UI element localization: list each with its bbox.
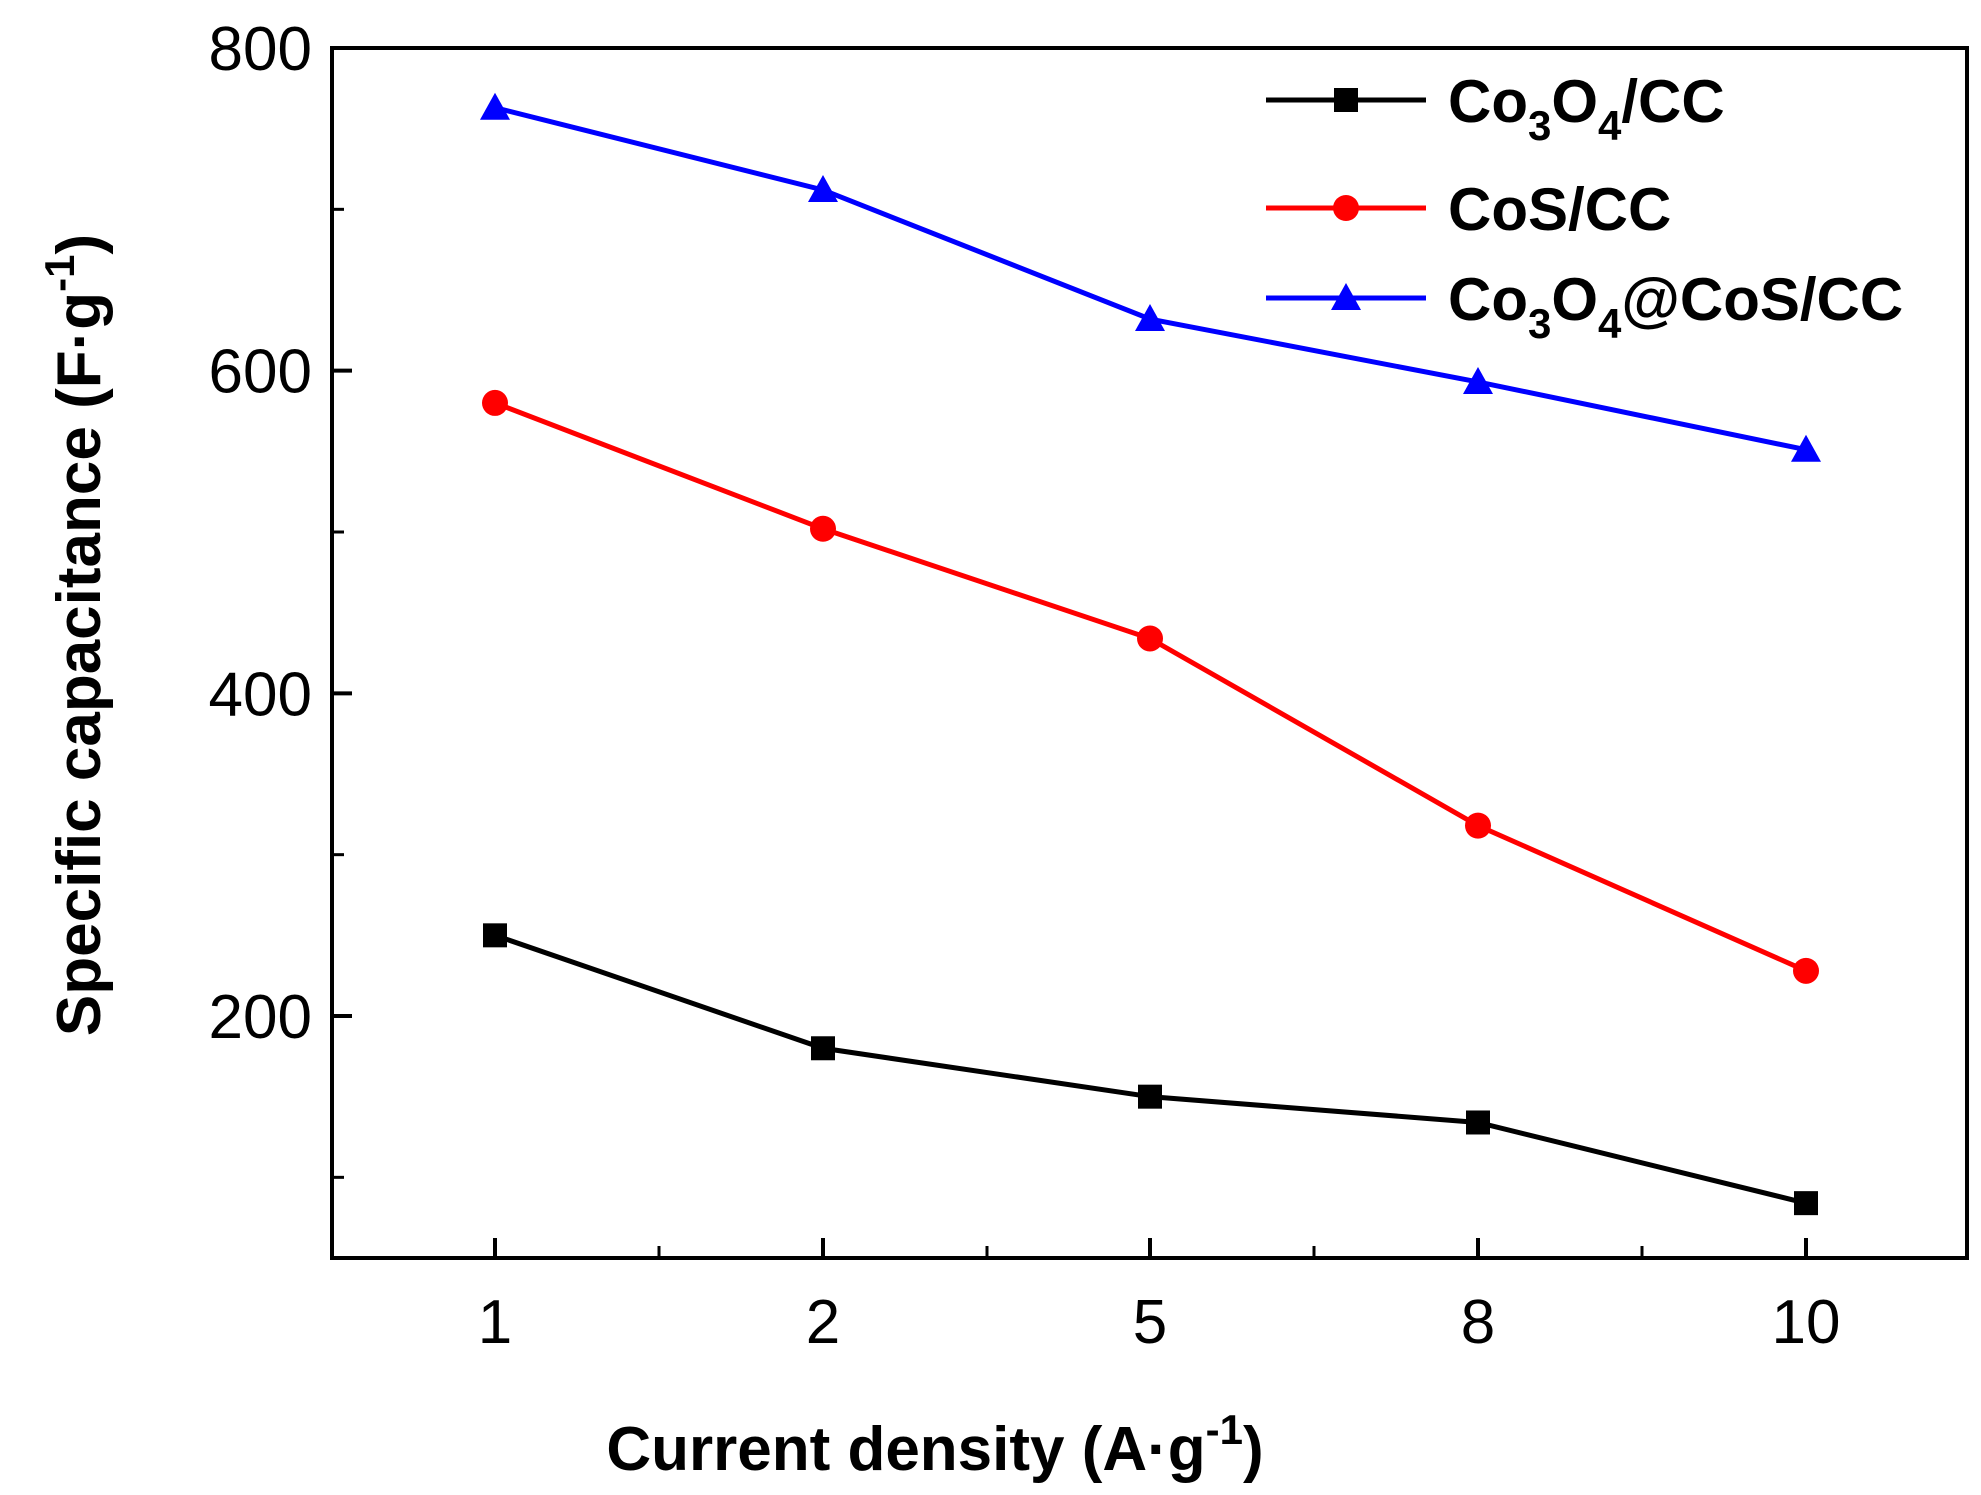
data-point xyxy=(1794,1191,1818,1216)
axes: 200 400 600 800 1 2 5 8 10 xyxy=(209,15,1969,1357)
x-tick-label: 10 xyxy=(1772,1288,1841,1357)
legend-label: CoS/CC xyxy=(1448,176,1671,243)
data-point xyxy=(1463,366,1493,394)
data-point xyxy=(1793,957,1819,984)
y-tick-label: 200 xyxy=(209,983,312,1052)
series-2 xyxy=(480,92,1821,462)
series-lines xyxy=(480,92,1821,1216)
data-point xyxy=(808,174,838,202)
series-line xyxy=(494,932,1807,1206)
series-line xyxy=(494,400,1808,974)
x-tick-label: 5 xyxy=(1133,1288,1167,1357)
legend-marker xyxy=(1333,195,1359,221)
x-tick-label: 1 xyxy=(478,1288,512,1357)
data-point xyxy=(1137,625,1163,652)
legend-marker xyxy=(1331,283,1361,310)
data-point xyxy=(1465,812,1491,839)
legend: Co3O4/CC CoS/CC Co3O4@CoS/CC xyxy=(1266,68,1903,347)
legend-item: Co3O4@CoS/CC xyxy=(1266,266,1903,347)
data-point xyxy=(482,389,508,416)
y-tick-label: 800 xyxy=(209,15,312,84)
x-tick-label: 8 xyxy=(1461,1288,1495,1357)
legend-item: Co3O4/CC xyxy=(1266,68,1725,149)
data-point xyxy=(1466,1110,1490,1135)
x-axis-title: Current density (A·g-1) xyxy=(606,1406,1263,1484)
legend-label: Co3O4/CC xyxy=(1448,68,1725,149)
y-axis-title: Specific capacitance (F·g-1) xyxy=(36,234,114,1036)
series-0 xyxy=(483,923,1818,1216)
series-line xyxy=(494,105,1807,453)
data-point xyxy=(480,92,510,120)
legend-marker xyxy=(1334,88,1358,112)
data-point xyxy=(1791,434,1821,462)
data-point xyxy=(483,923,507,948)
series-1 xyxy=(482,389,1819,984)
data-point xyxy=(1138,1084,1162,1109)
data-point xyxy=(1135,304,1165,332)
y-tick-label: 600 xyxy=(209,338,312,407)
legend-label: Co3O4@CoS/CC xyxy=(1448,266,1903,347)
data-point xyxy=(811,1036,835,1061)
plot-frame xyxy=(330,46,1969,1260)
legend-item: CoS/CC xyxy=(1266,176,1671,243)
x-tick-label: 2 xyxy=(806,1288,840,1357)
y-tick-label: 400 xyxy=(209,660,312,729)
data-point xyxy=(810,515,836,542)
